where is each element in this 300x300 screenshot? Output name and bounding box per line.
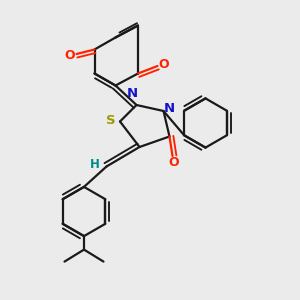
Text: O: O [168, 155, 179, 169]
Text: N: N [163, 101, 175, 115]
Text: O: O [64, 49, 75, 62]
Text: H: H [90, 158, 100, 171]
Text: O: O [159, 58, 170, 71]
Text: N: N [127, 87, 138, 100]
Text: S: S [106, 113, 116, 127]
